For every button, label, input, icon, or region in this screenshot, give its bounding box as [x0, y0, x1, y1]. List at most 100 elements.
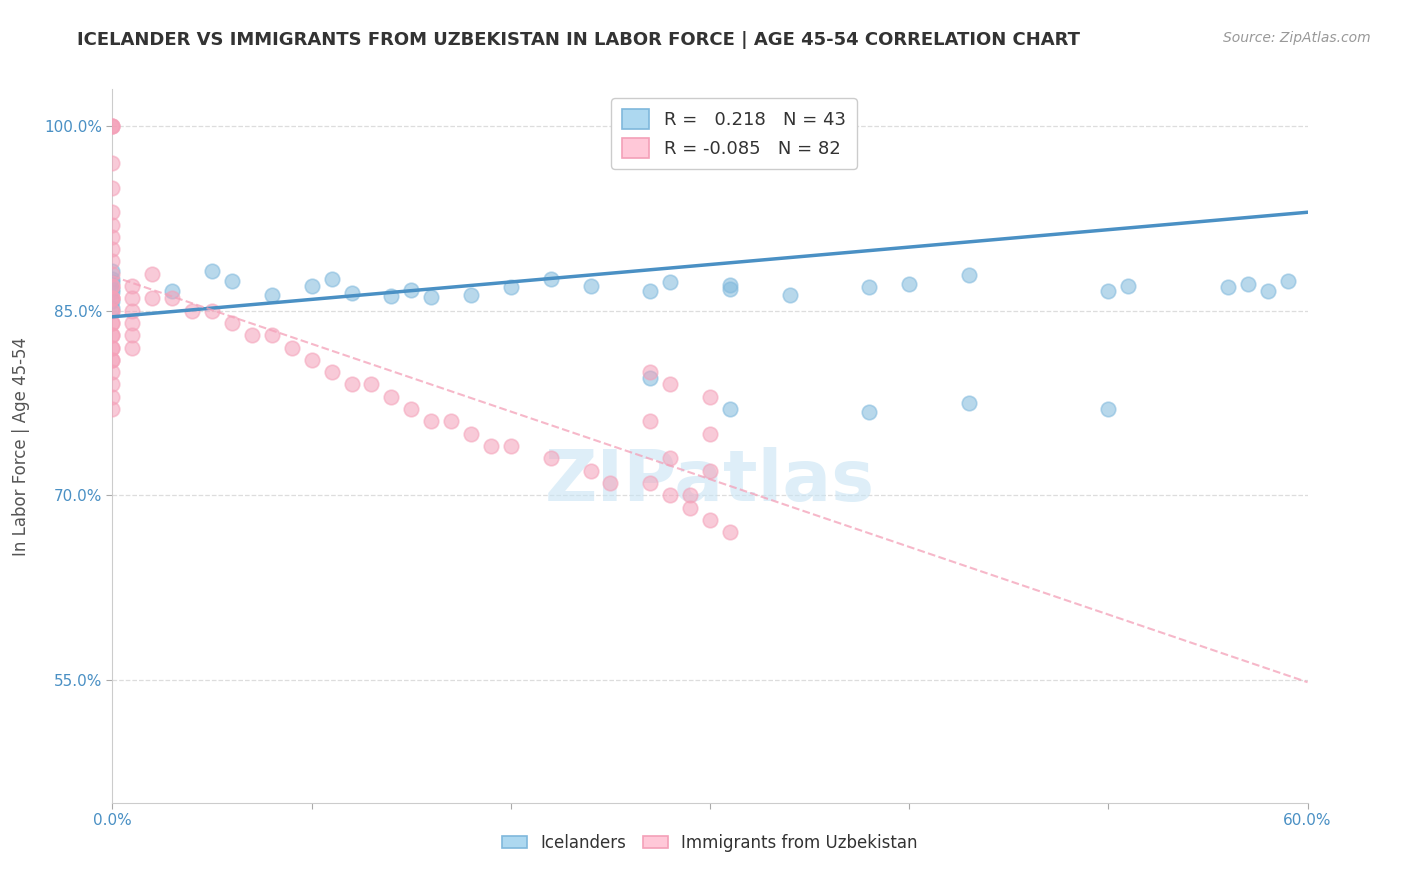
Point — [679, 500, 702, 515]
Point — [101, 218, 124, 232]
Point — [640, 371, 662, 385]
Point — [301, 352, 323, 367]
Point — [718, 402, 741, 417]
Point — [440, 414, 463, 428]
Point — [1376, 537, 1399, 551]
Point — [540, 271, 562, 285]
Point — [101, 352, 124, 367]
Point — [121, 341, 143, 355]
Text: ZIPatlas: ZIPatlas — [546, 447, 875, 516]
Point — [101, 279, 124, 293]
Point — [1097, 402, 1119, 417]
Point — [401, 283, 423, 297]
Point — [579, 279, 602, 293]
Point — [101, 328, 124, 343]
Point — [101, 291, 124, 305]
Point — [101, 390, 124, 404]
Point — [479, 439, 502, 453]
Point — [1376, 549, 1399, 564]
Point — [499, 280, 522, 294]
Point — [221, 274, 243, 288]
Point — [101, 264, 124, 278]
Point — [101, 377, 124, 392]
Point — [101, 119, 124, 133]
Point — [121, 291, 143, 305]
Text: Source: ZipAtlas.com: Source: ZipAtlas.com — [1223, 31, 1371, 45]
Point — [101, 341, 124, 355]
Point — [260, 287, 283, 301]
Point — [659, 451, 682, 466]
Point — [579, 464, 602, 478]
Point — [401, 402, 423, 417]
Point — [260, 328, 283, 343]
Point — [1357, 525, 1379, 540]
Point — [101, 293, 124, 308]
Point — [420, 414, 443, 428]
Point — [101, 254, 124, 268]
Point — [1097, 284, 1119, 298]
Point — [1257, 284, 1279, 298]
Point — [162, 284, 183, 298]
Point — [380, 289, 402, 303]
Point — [101, 205, 124, 219]
Point — [659, 276, 682, 290]
Point — [181, 303, 204, 318]
Point — [101, 341, 124, 355]
Point — [101, 352, 124, 367]
Point — [101, 303, 124, 318]
Point — [858, 404, 880, 418]
Point — [301, 279, 323, 293]
Point — [101, 301, 124, 316]
Point — [101, 279, 124, 293]
Point — [101, 316, 124, 330]
Point — [101, 271, 124, 285]
Point — [121, 279, 143, 293]
Point — [640, 475, 662, 490]
Point — [340, 286, 363, 301]
Point — [1118, 279, 1140, 293]
Point — [699, 513, 721, 527]
Point — [718, 525, 741, 540]
Point — [957, 396, 980, 410]
Point — [101, 303, 124, 318]
Point — [699, 426, 721, 441]
Point — [599, 475, 621, 490]
Point — [957, 268, 980, 282]
Point — [420, 290, 443, 304]
Point — [101, 328, 124, 343]
Point — [101, 285, 124, 300]
Point — [101, 156, 124, 170]
Point — [101, 230, 124, 244]
Point — [640, 414, 662, 428]
Point — [281, 341, 304, 355]
Point — [101, 119, 124, 133]
Point — [699, 390, 721, 404]
Point — [201, 264, 224, 278]
Point — [101, 276, 124, 290]
Point — [101, 402, 124, 417]
Point — [1396, 562, 1406, 576]
Point — [321, 271, 343, 285]
Point — [898, 277, 921, 291]
Point — [162, 291, 183, 305]
Point — [1396, 513, 1406, 527]
Point — [101, 365, 124, 379]
Point — [221, 316, 243, 330]
Point — [101, 242, 124, 256]
Point — [101, 291, 124, 305]
Point — [540, 451, 562, 466]
Point — [460, 287, 482, 301]
Legend: Icelanders, Immigrants from Uzbekistan: Icelanders, Immigrants from Uzbekistan — [495, 828, 925, 859]
Point — [1237, 277, 1260, 291]
Point — [499, 439, 522, 453]
Point — [640, 365, 662, 379]
Point — [101, 291, 124, 305]
Point — [101, 316, 124, 330]
Point — [240, 328, 263, 343]
Point — [101, 119, 124, 133]
Point — [1357, 587, 1379, 601]
Y-axis label: In Labor Force | Age 45-54: In Labor Force | Age 45-54 — [13, 336, 30, 556]
Point — [699, 464, 721, 478]
Point — [321, 365, 343, 379]
Point — [340, 377, 363, 392]
